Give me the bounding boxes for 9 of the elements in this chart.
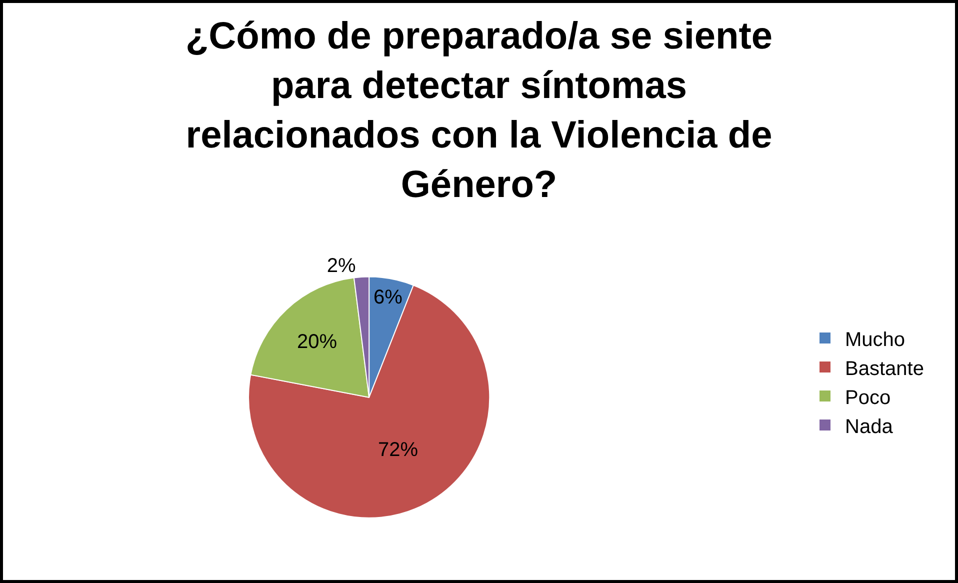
legend-label: Nada bbox=[845, 416, 894, 438]
legend-label: Poco bbox=[845, 386, 891, 409]
data-label: 72% bbox=[378, 439, 418, 462]
legend-label: Bastante bbox=[845, 358, 924, 380]
chart-title: ¿Cómo de preparado/a se siente para detectar síntomas relacionados con la Violencia de Género? bbox=[185, 16, 773, 206]
data-label: 6% bbox=[374, 286, 403, 309]
data-label: 2% bbox=[326, 255, 356, 278]
legend-label: Mucho bbox=[845, 328, 906, 351]
data-label: 20% bbox=[296, 330, 338, 353]
